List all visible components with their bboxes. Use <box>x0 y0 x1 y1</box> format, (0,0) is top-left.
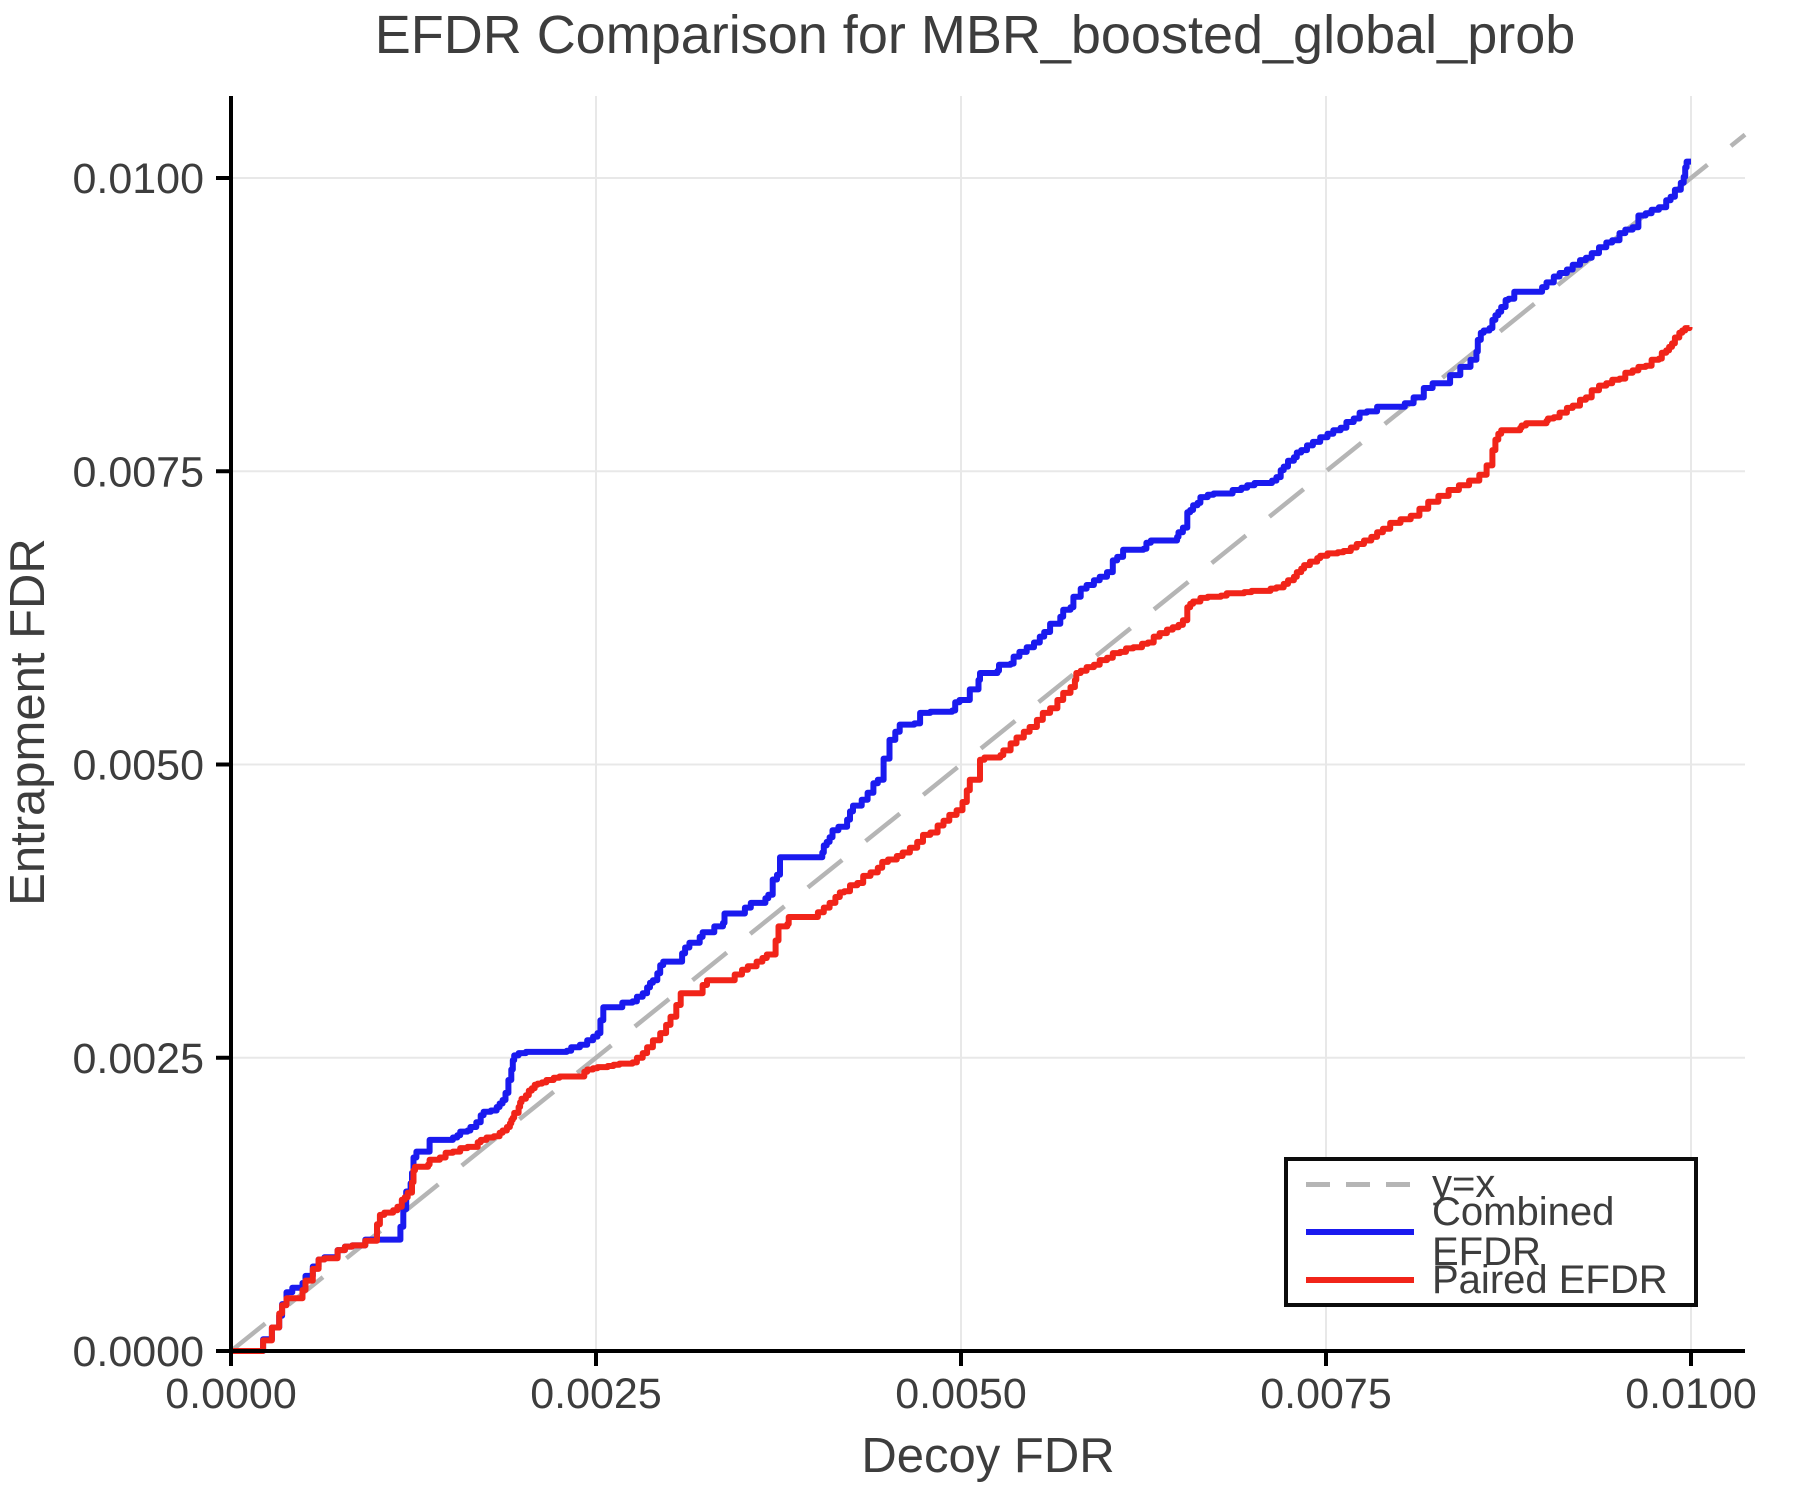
legend-label-paired: Paired EFDR <box>1432 1258 1668 1302</box>
paired-efdr-line <box>231 325 1693 1354</box>
x-tick-label: 0.0000 <box>165 1370 297 1418</box>
x-axis-label: Decoy FDR <box>861 1429 1115 1483</box>
x-tick-label: 0.0025 <box>530 1370 662 1418</box>
identity-line <box>229 132 1747 1353</box>
combined-efdr-line <box>231 158 1691 1354</box>
x-tick-labels: 0.0000 0.0025 0.0050 0.0075 0.0100 <box>165 1370 1757 1418</box>
legend-label-combined: Combined EFDR <box>1432 1190 1615 1274</box>
y-axis-label: Entrapment FDR <box>1 538 55 906</box>
tick-marks <box>216 176 1693 1366</box>
chart-title: EFDR Comparison for MBR_boosted_global_p… <box>374 5 1576 65</box>
identity-line-swatch <box>1306 1181 1414 1187</box>
y-tick-label: 0.0100 <box>72 155 204 203</box>
y-tick-label: 0.0000 <box>72 1328 204 1376</box>
x-tick-label: 0.0100 <box>1625 1370 1757 1418</box>
legend-entry-combined: Combined EFDR <box>1306 1192 1694 1272</box>
x-tick-label: 0.0050 <box>895 1370 1027 1418</box>
combined-efdr-swatch <box>1306 1229 1414 1235</box>
legend-label-identity: y=x <box>1432 1162 1496 1206</box>
y-tick-labels: 0.0000 0.0025 0.0050 0.0075 0.0100 <box>72 155 204 1376</box>
x-tick-label: 0.0075 <box>1260 1370 1392 1418</box>
legend-entry-identity: y=x <box>1306 1163 1694 1205</box>
y-tick-label: 0.0075 <box>72 448 204 496</box>
legend: y=x Combined EFDR Paired EFDR <box>1284 1157 1698 1307</box>
legend-entry-paired: Paired EFDR <box>1306 1259 1694 1301</box>
paired-efdr-swatch <box>1306 1277 1414 1283</box>
axis-spines <box>229 96 1745 1353</box>
y-tick-label: 0.0025 <box>72 1035 204 1083</box>
y-tick-label: 0.0050 <box>72 742 204 790</box>
